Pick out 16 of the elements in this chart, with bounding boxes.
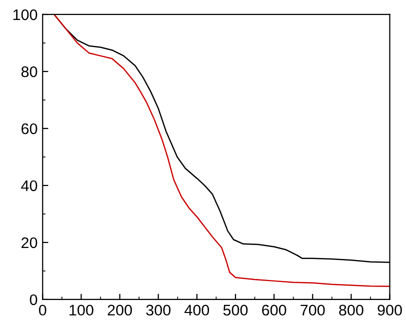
y-tick-label: 60 (22, 123, 38, 134)
x-tick-label: 500 (223, 304, 248, 316)
y-tick-label: 20 (22, 237, 38, 248)
x-tick-label: 800 (339, 304, 364, 316)
x-tick-label: 900 (378, 304, 402, 316)
x-tick-label: 200 (108, 304, 132, 316)
x-tick-label: 400 (184, 304, 210, 316)
y-tick-label: 0 (30, 294, 38, 306)
x-tick-label: 0 (38, 304, 46, 316)
x-tick-label: 700 (300, 304, 325, 316)
y-tick-label: 80 (21, 66, 38, 78)
x-tick-label: 600 (262, 304, 286, 316)
x-tick-label: 100 (70, 304, 94, 316)
x-tick-label: 300 (146, 304, 170, 316)
y-tick-label: 100 (13, 9, 38, 20)
y-tick-label: 40 (21, 180, 38, 192)
